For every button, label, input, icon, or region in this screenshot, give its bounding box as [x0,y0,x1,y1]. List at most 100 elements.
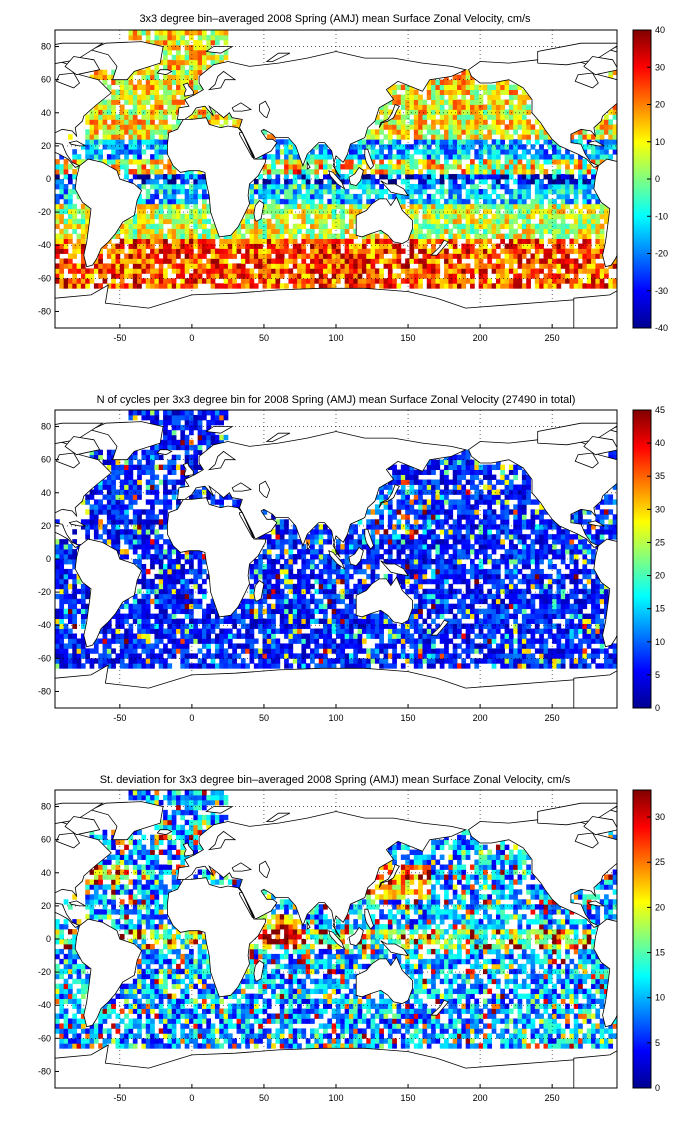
data-cell [124,598,129,605]
data-cell [612,149,618,155]
data-cell [379,169,384,175]
data-cell [400,119,406,125]
data-cell [474,258,480,264]
data-cell [418,109,423,115]
data-cell [487,223,493,230]
data-cell [474,218,480,225]
data-cell [232,243,237,249]
data-cell [106,248,112,254]
data-cell [167,218,173,225]
data-cell [487,278,493,284]
data-cell [431,79,436,86]
data-cell [180,283,186,289]
data-cell [565,188,570,195]
data-cell [586,223,592,230]
data-cell [258,623,263,629]
data-cell [132,559,138,565]
data-cell [111,278,116,284]
data-cell [119,278,125,284]
data-cell [556,203,562,210]
data-cell [137,109,142,115]
data-cell [158,454,164,461]
data-cell [106,129,112,135]
data-cell [59,183,65,190]
data-cell [132,603,138,610]
data-cell [201,54,207,61]
data-cell [491,198,497,205]
data-cell [171,248,177,254]
data-cell [206,419,212,426]
data-cell [284,263,289,269]
data-cell [145,568,151,575]
data-cell [171,243,177,249]
data-cell [526,174,531,180]
data-cell [539,238,544,244]
data-cell [543,263,549,269]
data-cell [141,539,147,545]
data-cell [387,273,393,279]
data-cell [530,169,536,175]
data-cell [556,283,562,289]
data-cell [176,39,181,46]
data-cell [137,484,142,490]
data-cell [102,479,108,485]
data-cell [227,253,233,259]
data-cell [154,529,160,535]
data-cell [219,628,224,634]
data-cell [353,263,359,269]
data-cell [288,188,294,195]
data-cell [141,134,147,140]
data-cell [184,633,190,639]
data-cell [457,99,462,105]
data-cell [137,653,142,659]
y-tick-label: -20 [38,207,51,217]
data-cell [219,124,224,130]
data-cell [214,663,220,669]
data-cell [145,410,151,416]
data-cell [176,74,181,81]
data-cell [197,30,203,36]
data-cell [119,489,125,495]
data-cell [431,119,436,125]
data-cell [163,193,168,200]
data-cell [137,628,142,634]
data-cell [361,278,367,284]
data-cell [340,174,346,180]
data-cell [426,253,432,259]
data-cell [465,89,471,95]
data-cell [387,89,393,95]
data-cell [167,459,173,466]
data-cell [552,169,557,175]
data-cell [171,278,177,284]
data-cell [197,638,203,644]
data-cell [422,183,428,190]
data-cell [158,238,164,244]
data-cell [262,258,268,264]
data-cell [98,484,103,490]
data-cell [400,278,406,284]
data-cell [582,164,588,170]
data-cell [137,258,142,264]
data-cell [266,154,272,160]
data-cell [508,263,514,269]
data-cell [534,174,540,180]
data-cell [482,228,488,235]
data-cell [253,618,259,624]
data-cell [262,549,268,555]
data-cell [508,228,514,235]
data-cell [223,253,229,259]
data-cell [124,618,129,624]
data-cell [560,188,566,195]
data-cell [150,484,155,490]
data-cell [201,179,207,185]
data-cell [167,499,173,505]
data-cell [184,444,190,451]
data-cell [465,69,471,76]
data-cell [457,159,462,165]
data-cell [262,573,268,580]
data-cell [426,109,432,115]
data-cell [184,439,190,446]
data-cell [500,273,505,279]
data-cell [210,273,216,279]
data-cell [275,179,281,185]
